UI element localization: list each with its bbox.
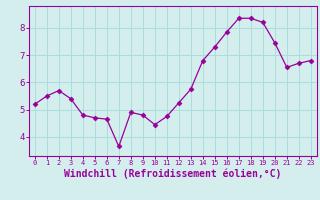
X-axis label: Windchill (Refroidissement éolien,°C): Windchill (Refroidissement éolien,°C)	[64, 169, 282, 179]
